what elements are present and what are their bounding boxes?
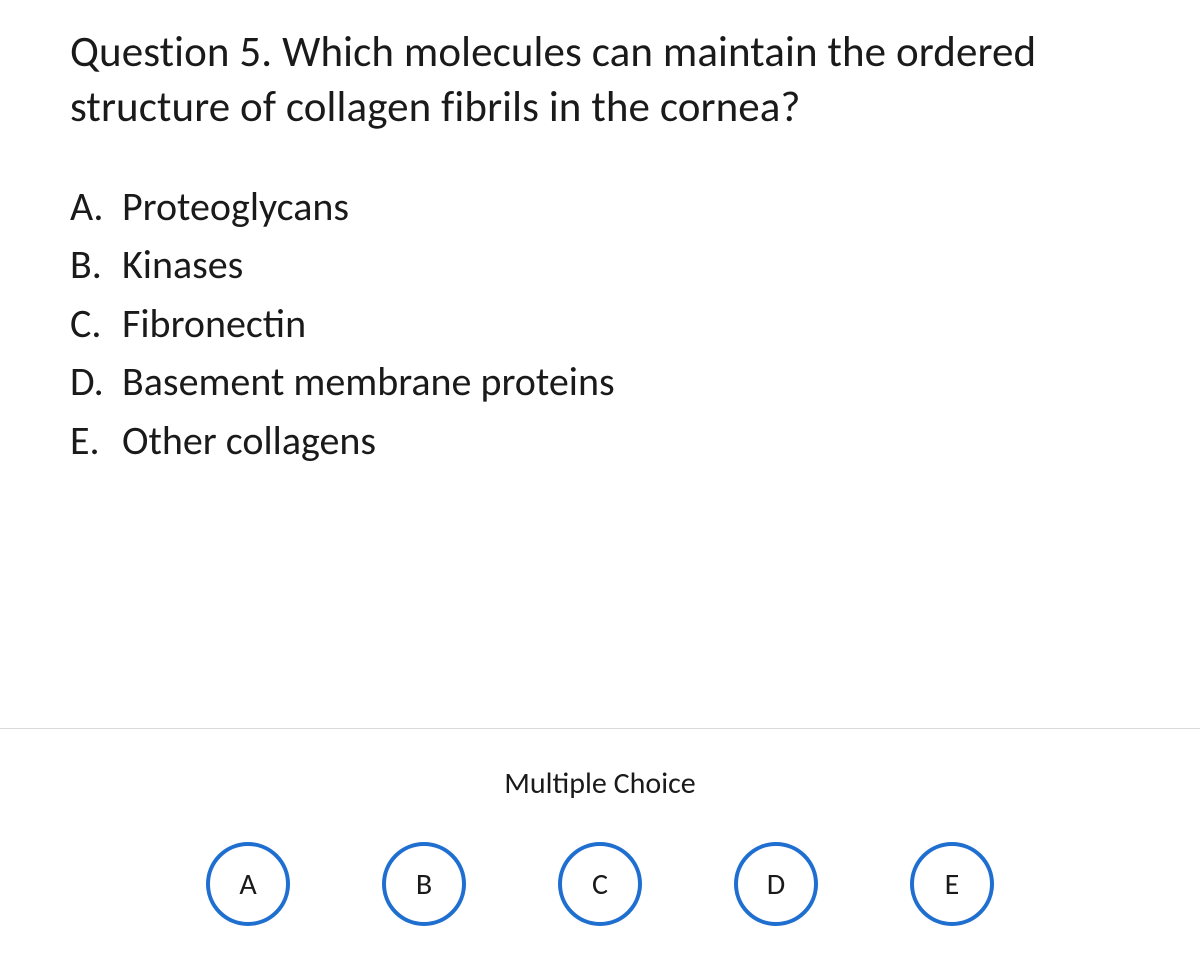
multiple-choice-label: Multiple Choice (0, 765, 1200, 802)
question-area: Question 5. Which molecules can maintain… (0, 0, 1200, 728)
choice-e-button[interactable]: E (910, 842, 994, 926)
option-letter: E. (70, 412, 122, 470)
answer-area: Multiple Choice A B C D E (0, 729, 1200, 974)
option-letter: A. (70, 178, 122, 236)
choice-c-button[interactable]: C (558, 842, 642, 926)
options-list: A. Proteoglycans B. Kinases C. Fibronect… (70, 178, 1130, 470)
quiz-page: Question 5. Which molecules can maintain… (0, 0, 1200, 974)
choice-row: A B C D E (0, 842, 1200, 926)
choice-b-button[interactable]: B (382, 842, 466, 926)
option-letter: C. (70, 295, 122, 353)
option-text: Kinases (122, 236, 243, 294)
option-letter: D. (70, 353, 122, 411)
choice-a-button[interactable]: A (206, 842, 290, 926)
option-b: B. Kinases (70, 236, 1130, 294)
question-title: Question 5. Which molecules can maintain… (70, 24, 1130, 134)
option-a: A. Proteoglycans (70, 178, 1130, 236)
option-d: D. Basement membrane proteins (70, 353, 1130, 411)
option-text: Proteoglycans (122, 178, 349, 236)
option-letter: B. (70, 236, 122, 294)
option-e: E. Other collagens (70, 412, 1130, 470)
option-c: C. Fibronectin (70, 295, 1130, 353)
option-text: Basement membrane proteins (122, 353, 615, 411)
option-text: Fibronectin (122, 295, 306, 353)
choice-d-button[interactable]: D (734, 842, 818, 926)
option-text: Other collagens (122, 412, 376, 470)
